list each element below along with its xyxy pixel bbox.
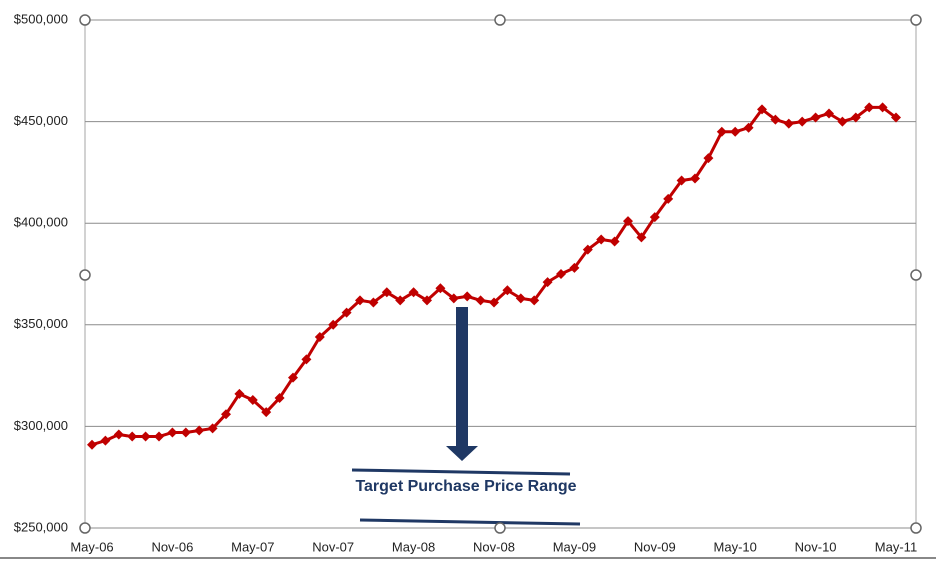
point — [770, 114, 781, 125]
x-tick-label: May-08 — [392, 539, 435, 554]
point — [408, 287, 419, 298]
point — [703, 153, 714, 164]
x-tick-label: Nov-09 — [634, 539, 676, 554]
point — [649, 212, 660, 223]
x-tick-label: Nov-06 — [151, 539, 193, 554]
handle — [910, 14, 922, 26]
x-tick-label: May-06 — [70, 539, 113, 554]
point — [274, 392, 285, 403]
point — [837, 116, 848, 127]
x-tick-label: May-10 — [714, 539, 757, 554]
point — [355, 295, 365, 306]
point — [221, 409, 231, 420]
point — [113, 429, 124, 440]
plot — [87, 102, 901, 450]
point — [891, 112, 901, 123]
range-line — [359, 518, 581, 526]
chart-frame — [84, 19, 917, 529]
point — [100, 435, 111, 446]
point — [462, 291, 473, 302]
point — [864, 102, 875, 113]
x-tick-label: May-09 — [553, 539, 596, 554]
handle — [910, 269, 922, 281]
point — [475, 295, 486, 306]
point — [435, 283, 446, 294]
point — [582, 244, 593, 255]
x-tick-label: Nov-08 — [473, 539, 515, 554]
point — [234, 388, 245, 399]
point — [180, 427, 191, 438]
point — [448, 293, 459, 304]
point — [247, 394, 258, 405]
point — [850, 112, 861, 123]
point — [556, 269, 566, 279]
point — [368, 297, 379, 308]
point — [810, 112, 821, 123]
point — [877, 102, 888, 113]
point — [757, 104, 767, 115]
point — [194, 425, 205, 436]
selection-handles — [79, 14, 922, 534]
range-line — [351, 468, 571, 476]
arrow — [446, 307, 478, 461]
point — [542, 277, 553, 288]
point — [743, 122, 754, 133]
handle — [494, 14, 506, 26]
point — [301, 354, 312, 365]
point — [341, 307, 352, 318]
point — [515, 293, 526, 304]
point — [167, 427, 178, 438]
annotation: Target Purchase Price Range — [355, 478, 577, 495]
x-tick-label: Nov-10 — [795, 539, 837, 554]
point — [288, 372, 298, 383]
point — [154, 431, 164, 442]
point — [207, 423, 218, 434]
handle — [79, 14, 91, 26]
point — [395, 295, 406, 306]
point — [140, 431, 151, 442]
point — [797, 116, 808, 127]
x-tick-label: May-11 — [875, 539, 917, 554]
point — [596, 234, 607, 245]
y-tick-label: $400,000 — [14, 215, 68, 230]
y-tick-label: $500,000 — [14, 11, 68, 26]
handle — [494, 522, 506, 534]
point — [422, 295, 432, 306]
point — [663, 193, 674, 204]
point — [529, 295, 540, 306]
point — [716, 126, 727, 137]
point — [569, 262, 580, 273]
y-tick-label: $450,000 — [14, 113, 68, 128]
point — [690, 173, 700, 184]
point — [314, 331, 325, 342]
x-tick-label: Nov-07 — [312, 539, 354, 554]
handle — [79, 522, 91, 534]
point — [783, 118, 794, 129]
point — [328, 319, 339, 330]
point — [502, 285, 513, 296]
point — [636, 232, 647, 243]
point — [824, 108, 834, 119]
point — [127, 431, 138, 442]
y-tick-label: $350,000 — [14, 316, 68, 331]
point — [489, 297, 499, 308]
handle — [79, 269, 91, 281]
point — [609, 236, 620, 247]
point — [87, 439, 97, 450]
point — [261, 407, 272, 418]
point — [730, 126, 741, 137]
handle — [910, 522, 922, 534]
y-tick-label: $300,000 — [14, 418, 68, 433]
point — [381, 287, 392, 298]
x-tick-label: May-07 — [231, 539, 274, 554]
y-tick-label: $250,000 — [14, 519, 68, 534]
point — [676, 175, 687, 186]
point — [623, 216, 633, 227]
